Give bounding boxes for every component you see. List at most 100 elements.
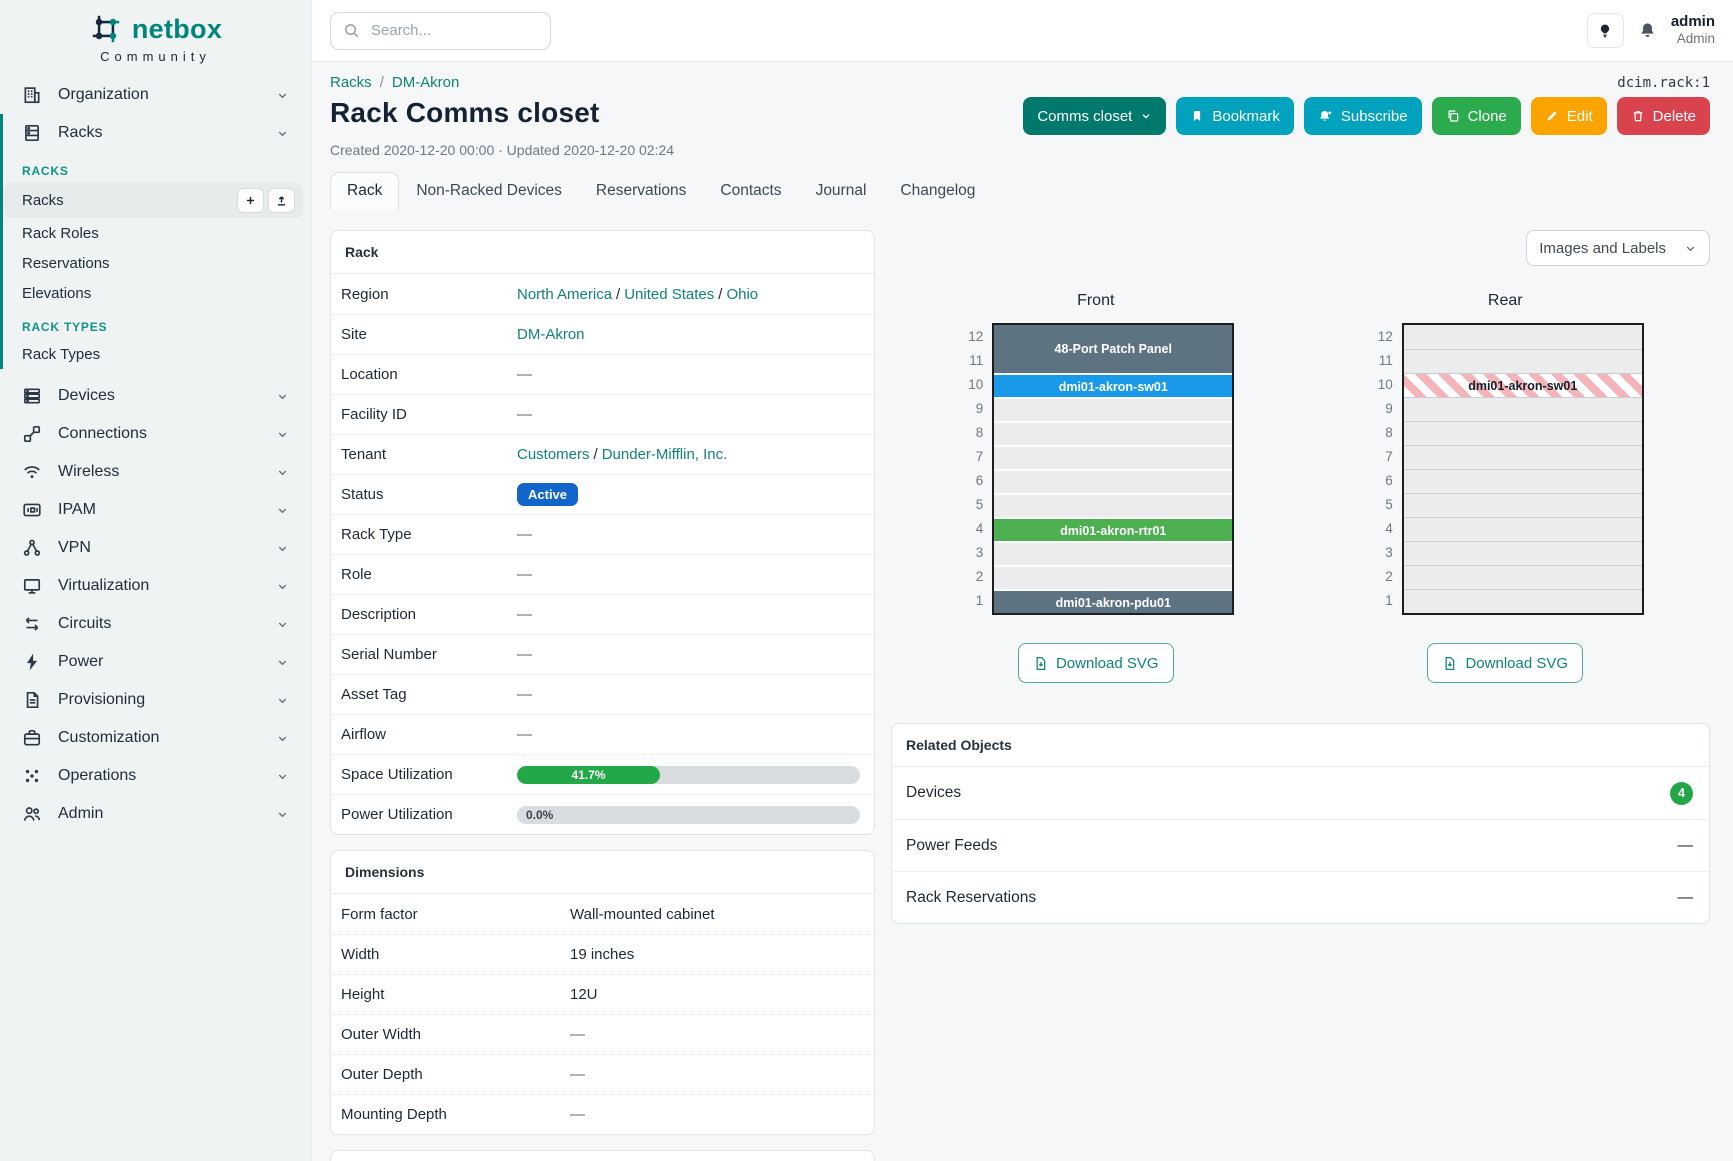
sidebar-item-power[interactable]: Power bbox=[0, 643, 311, 681]
rack-unit[interactable]: 48-Port Patch Panel bbox=[994, 325, 1233, 373]
sidebar-item-wireless[interactable]: Wireless bbox=[0, 453, 311, 491]
region-link[interactable]: North America bbox=[517, 285, 613, 303]
unit-number: 1 bbox=[1385, 593, 1393, 608]
rack-unit[interactable] bbox=[1403, 469, 1642, 493]
sidebar-item-racks[interactable]: Racks bbox=[3, 114, 311, 152]
tab[interactable]: Contacts bbox=[720, 182, 782, 199]
rack-unit[interactable] bbox=[994, 541, 1233, 565]
edit-button[interactable]: Edit bbox=[1530, 97, 1607, 135]
chevron-down-icon bbox=[276, 770, 289, 783]
sidebar-item-organization[interactable]: Organization bbox=[0, 76, 311, 114]
rack-unit[interactable] bbox=[1403, 589, 1642, 613]
breadcrumb-site-link[interactable]: DM-Akron bbox=[391, 74, 460, 91]
tab[interactable]: Journal bbox=[815, 182, 867, 199]
bookmark-button[interactable]: Bookmark bbox=[1176, 97, 1294, 135]
sidebar-item-operations[interactable]: Operations bbox=[0, 757, 311, 795]
sidebar-item-racks-list[interactable]: Racks bbox=[3, 183, 303, 218]
user-menu[interactable]: admin Admin bbox=[1671, 13, 1715, 47]
sidebar-item-label: Rack Types bbox=[22, 345, 101, 363]
pencil-icon bbox=[1547, 111, 1557, 121]
rack-unit[interactable]: dmi01-akron-sw01 bbox=[994, 373, 1233, 397]
sidebar-item-label: Devices bbox=[58, 387, 115, 404]
rack-unit[interactable]: dmi01-akron-rtr01 bbox=[994, 517, 1233, 541]
rack-unit[interactable] bbox=[1403, 445, 1642, 469]
tenant-link[interactable]: Dunder-Mifflin, Inc. bbox=[601, 446, 728, 463]
sidebar-item-rack-roles[interactable]: Rack Roles bbox=[3, 218, 311, 248]
breadcrumb-racks-link[interactable]: Racks bbox=[330, 74, 372, 91]
rack-unit[interactable] bbox=[1403, 325, 1642, 349]
region-link[interactable]: United States bbox=[624, 285, 715, 303]
sidebar-item-admin[interactable]: Admin bbox=[0, 795, 311, 833]
rack-unit[interactable] bbox=[1403, 421, 1642, 445]
plug-icon bbox=[22, 424, 42, 444]
rack-unit[interactable] bbox=[1403, 517, 1642, 541]
lightbulb-icon bbox=[1601, 24, 1610, 37]
sidebar-item-reservations[interactable]: Reservations bbox=[3, 248, 311, 278]
rack-unit[interactable] bbox=[1403, 493, 1642, 517]
tab[interactable]: Non-Racked Devices bbox=[416, 182, 562, 199]
rack-unit[interactable] bbox=[994, 469, 1233, 493]
related-row-devices[interactable]: Devices 4 bbox=[892, 767, 1709, 819]
rack-unit[interactable] bbox=[1403, 349, 1642, 373]
rack-unit[interactable]: dmi01-akron-pdu01 bbox=[994, 589, 1233, 613]
chevron-down-icon bbox=[276, 694, 289, 707]
related-row-power-feeds[interactable]: Power Feeds — bbox=[892, 819, 1709, 871]
page-content: Racks / DM-Akron dcim.rack:1 Rack Comms … bbox=[312, 62, 1733, 1161]
unit-number: 8 bbox=[975, 425, 984, 440]
rack-types-section-header: RACK TYPES bbox=[22, 320, 108, 334]
region-link[interactable]: Ohio bbox=[726, 285, 759, 303]
tenant-group-link[interactable]: Customers bbox=[517, 446, 590, 463]
rack-unit[interactable] bbox=[1403, 397, 1642, 421]
sidebar-item-label: VPN bbox=[58, 539, 91, 556]
site-link[interactable]: DM-Akron bbox=[517, 326, 585, 343]
racks-section-header: RACKS bbox=[22, 164, 69, 178]
sidebar-item-label: Admin bbox=[58, 805, 104, 822]
sidebar-item-rack-types[interactable]: Rack Types bbox=[3, 339, 311, 369]
download-svg-front-button[interactable]: Download SVG bbox=[1017, 643, 1174, 683]
rack-unit[interactable] bbox=[994, 565, 1233, 589]
rack-unit[interactable] bbox=[994, 493, 1233, 517]
rack-unit[interactable] bbox=[994, 397, 1233, 421]
chevron-down-icon bbox=[276, 504, 289, 517]
rack-unit[interactable]: dmi01-akron-sw01 bbox=[1403, 373, 1642, 397]
delete-button[interactable]: Delete bbox=[1616, 97, 1710, 135]
notifications-bell-icon[interactable] bbox=[1638, 21, 1657, 40]
related-row-rack-reservations[interactable]: Rack Reservations — bbox=[892, 871, 1709, 923]
theme-toggle-button[interactable] bbox=[1586, 13, 1624, 48]
download-svg-rear-button[interactable]: Download SVG bbox=[1427, 643, 1584, 683]
chevron-down-icon bbox=[276, 656, 289, 669]
context-dropdown-button[interactable]: Comms closet bbox=[1023, 97, 1167, 135]
tab[interactable]: Changelog bbox=[900, 182, 976, 199]
sidebar-item-provisioning[interactable]: Provisioning bbox=[0, 681, 311, 719]
sidebar-item-connections[interactable]: Connections bbox=[0, 415, 311, 453]
tab[interactable]: Rack bbox=[330, 172, 400, 210]
unit-number: 2 bbox=[975, 569, 984, 584]
search-box[interactable] bbox=[330, 11, 551, 50]
search-input[interactable] bbox=[369, 21, 538, 40]
clone-button[interactable]: Clone bbox=[1431, 97, 1521, 135]
field-row-status: Status Active bbox=[331, 474, 874, 514]
rack-unit[interactable] bbox=[994, 421, 1233, 445]
unit-number: 12 bbox=[968, 329, 984, 344]
sidebar-item-label: Operations bbox=[58, 767, 137, 784]
sidebar-item-devices[interactable]: Devices bbox=[0, 377, 311, 415]
add-rack-button[interactable] bbox=[237, 188, 264, 213]
rack-unit[interactable] bbox=[1403, 541, 1642, 565]
sidebar-item-customization[interactable]: Customization bbox=[0, 719, 311, 757]
transfer-arrows-icon bbox=[22, 614, 42, 634]
brand[interactable]: netbox Community bbox=[0, 0, 311, 68]
sidebar-item-ipam[interactable]: IPAM bbox=[0, 491, 311, 529]
import-rack-button[interactable] bbox=[268, 188, 295, 213]
rack-unit[interactable] bbox=[1403, 565, 1642, 589]
field-row-airflow: Airflow — bbox=[331, 714, 874, 754]
tab[interactable]: Reservations bbox=[595, 182, 687, 199]
sidebar-item-circuits[interactable]: Circuits bbox=[0, 605, 311, 643]
front-elevation: Front 12 11 10 bbox=[891, 292, 1301, 683]
sidebar-item-elevations[interactable]: Elevations bbox=[3, 278, 311, 308]
sidebar-item-virtualization[interactable]: Virtualization bbox=[0, 567, 311, 605]
unit-number: 11 bbox=[1378, 353, 1393, 368]
elevation-view-select[interactable]: Images and Labels bbox=[1526, 230, 1710, 266]
sidebar-item-vpn[interactable]: VPN bbox=[0, 529, 311, 567]
subscribe-button[interactable]: Subscribe bbox=[1303, 97, 1422, 135]
rack-unit[interactable] bbox=[994, 445, 1233, 469]
